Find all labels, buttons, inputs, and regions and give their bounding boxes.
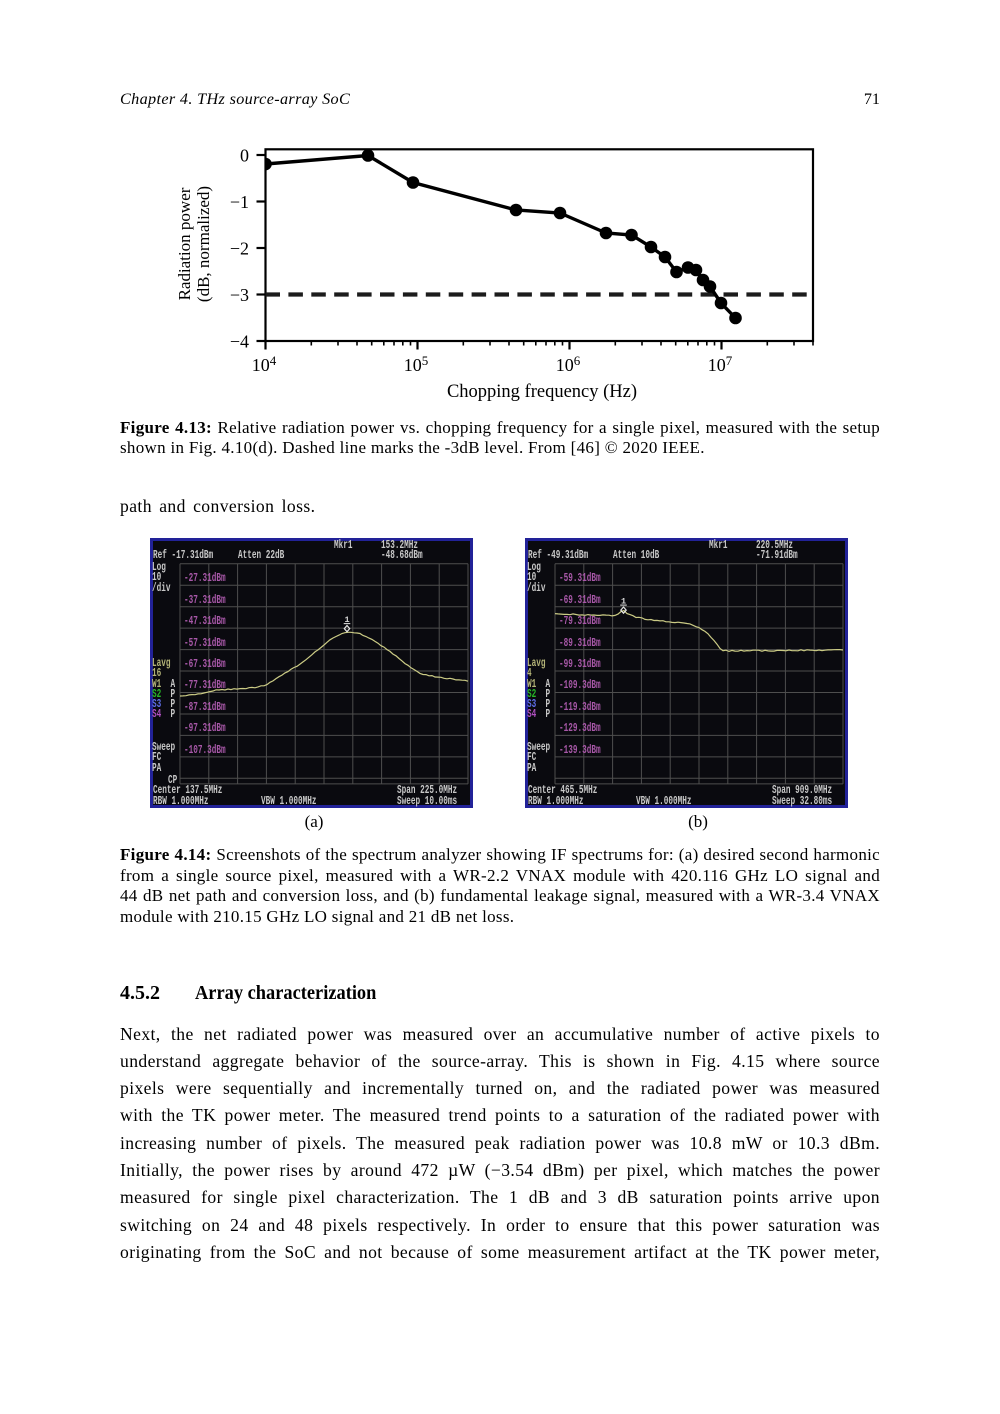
svg-text:106: 106 (556, 353, 581, 375)
svg-text:1: 1 (344, 615, 349, 625)
svg-text:−4: −4 (230, 331, 249, 351)
svg-text:104: 104 (252, 353, 277, 375)
svg-text:−1: −1 (230, 192, 249, 212)
svg-text:(dB, normalized): (dB, normalized) (194, 186, 213, 302)
svg-text:−3: −3 (230, 285, 249, 305)
svg-text:105: 105 (404, 353, 429, 375)
svg-text:−2: −2 (230, 238, 249, 258)
svg-text:0: 0 (240, 145, 249, 165)
svg-text:1: 1 (621, 596, 626, 606)
svg-text:Radiation power: Radiation power (175, 187, 194, 300)
svg-text:Chopping frequency (Hz): Chopping frequency (Hz) (447, 382, 637, 402)
svg-text:107: 107 (708, 353, 733, 375)
